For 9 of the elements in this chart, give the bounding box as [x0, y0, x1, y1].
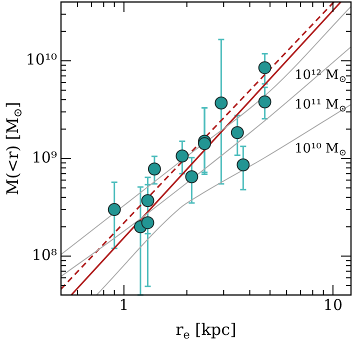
annotation: 10¹² M⊙ — [294, 68, 346, 85]
y-tick-label: 10⁸ — [32, 246, 57, 264]
y-tick-label: 10¹⁰ — [26, 50, 57, 69]
x-tick-label: 10 — [323, 296, 342, 314]
x-tick-label: 1 — [119, 296, 129, 314]
annotation: 10¹⁰ M⊙ — [294, 142, 346, 159]
y-axis-title: M(<r) [M⊙] — [3, 102, 25, 196]
annotation: 10¹¹ M⊙ — [294, 98, 346, 115]
y-tick-label: 10⁹ — [32, 148, 57, 166]
